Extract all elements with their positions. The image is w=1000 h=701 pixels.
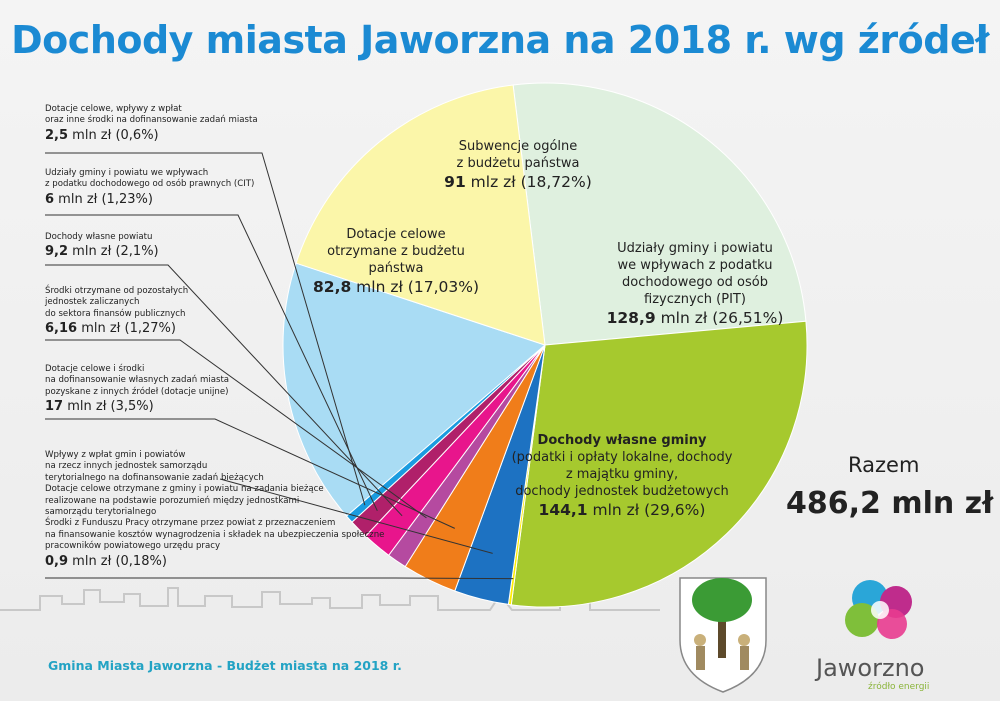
callout-powiat-line1: Dochody własne powiatu	[45, 232, 153, 242]
slice-value-wlasne: 144,1	[538, 501, 588, 519]
leader-line-unijne	[45, 418, 455, 529]
callout-unijne-line3: pozyskane z innych źródeł (dotacje unijn…	[45, 386, 229, 397]
callout-jst-line6: samorządu terytorialnego	[45, 507, 157, 518]
slice-label-pit-line2: we wpływach z podatku	[617, 258, 773, 273]
callout-cit: Udziały gminy i powiatu we wpływach z po…	[45, 168, 254, 208]
slice-value-subwencje-unit: mlz zł (18,72%)	[465, 173, 592, 191]
leader-line-sektor	[45, 339, 427, 519]
brand-tagline: źródło energii	[868, 682, 930, 692]
slice-value-dotacje: 82,8	[313, 278, 352, 296]
callout-jst-line3: terytorialnego na dofinansowanie zadań b…	[45, 472, 264, 483]
callout-cit-line2: z podatku dochodowego od osób prawnych (…	[45, 179, 255, 190]
callout-sektor-value: 6,16	[45, 321, 78, 337]
callout-unijne-line1: Dotacje celowe i środki	[45, 364, 145, 374]
slice-label-dotacje-line3: państwa	[368, 261, 424, 276]
slice-value-pit: 128,9	[606, 309, 656, 327]
callout-jst-line1: Wpływy z wpłat gmin i powiatów	[45, 450, 186, 460]
pie-slice-wlasne_gminy	[510, 320, 808, 608]
callout-inne-unit: mln zł (0,6%)	[68, 127, 159, 143]
slice-label-dotacje: Dotacje celowe otrzymane z budżetu państ…	[296, 226, 496, 297]
pie-slice-dotacje_celowe	[282, 262, 546, 517]
slice-label-dotacje-line1: Dotacje celowe	[346, 227, 446, 242]
callout-cit-value: 6	[45, 191, 55, 207]
callout-cit-unit: mln zł (1,23%)	[54, 191, 153, 207]
slice-label-wlasne-line3: dochody jednostek budżetowych	[515, 484, 729, 499]
slice-value-wlasne-unit: mln zł (29,6%)	[587, 501, 706, 519]
slice-label-pit: Udziały gminy i powiatu we wpływach z po…	[580, 240, 810, 328]
callout-sektor-line3: do sektora finansów publicznych	[45, 308, 186, 319]
slice-label-wlasne-line1: (podatki i opłaty lokalne, dochody	[511, 450, 733, 465]
callout-inne-line1: Dotacje celowe, wpływy z wpłat	[45, 104, 182, 114]
slice-value-dotacje-unit: mln zł (17,03%)	[351, 278, 479, 296]
callout-jst-line2: na rzecz innych jednostek samorządu	[45, 461, 208, 472]
callout-unijne-value: 17	[45, 399, 64, 415]
skyline-outline	[0, 587, 660, 611]
total-label: Razem	[848, 453, 920, 477]
callout-inne-value: 2,5	[45, 127, 69, 143]
pie-slice-pit	[512, 82, 807, 346]
leader-line-inne	[45, 152, 366, 506]
callout-unijne-unit: mln zł (3,5%)	[63, 399, 154, 415]
slice-label-wlasne-line2: z majątku gminy,	[565, 467, 679, 482]
pie-slice-subwencje	[295, 84, 546, 346]
callout-inne: Dotacje celowe, wpływy z wpłat oraz inne…	[45, 104, 258, 144]
callout-cit-line1: Udziały gminy i powiatu we wpływach	[45, 168, 209, 178]
slice-label-pit-line1: Udziały gminy i powiatu	[617, 241, 773, 256]
callout-sektor-unit: mln zł (1,27%)	[77, 321, 176, 337]
footer-caption: Gmina Miasta Jaworzna - Budżet miasta na…	[48, 658, 402, 673]
pie	[282, 82, 808, 608]
coat-of-arms	[679, 577, 767, 693]
slice-label-subwencje-line1: Subwencje ogólne	[458, 139, 578, 154]
callout-sektor: Środki otrzymane od pozostałych jednoste…	[45, 286, 188, 337]
callout-unijne-line2: na dofinansowanie własnych zadań miasta	[45, 375, 230, 386]
slice-label-pit-line4: fizycznych (PIT)	[644, 292, 746, 307]
callout-powiat: Dochody własne powiatu 9,2 mln zł (2,1%)	[45, 232, 159, 260]
leader-line-powiat	[45, 264, 403, 517]
callout-jst-line8: na finansowanie kosztów wynagrodzenia i …	[45, 529, 385, 540]
slice-value-pit-unit: mln zł (26,51%)	[655, 309, 784, 327]
label-leader-lines	[45, 152, 514, 580]
callout-jst-line9: pracowników powiatowego urzędu pracy	[45, 541, 221, 552]
slice-label-wlasne-heading: Dochody własne gminy	[537, 433, 707, 448]
callout-powiat-value: 9,2	[45, 244, 69, 260]
slice-label-wlasne-gminy: Dochody własne gminy (podatki i opłaty l…	[492, 432, 752, 520]
leader-line-jst	[45, 577, 514, 580]
slice-value-subwencje: 91	[444, 173, 466, 191]
callout-jst-value: 0,9	[45, 553, 69, 569]
leader-line-cit	[45, 214, 378, 512]
callout-jst-line7: Środki z Funduszu Pracy otrzymane przez …	[45, 518, 336, 529]
slice-label-subwencje: Subwencje ogólne z budżetu państwa 91 ml…	[428, 138, 608, 192]
callout-jst-unit: mln zł (0,18%)	[68, 553, 167, 569]
jaworzno-logo-icon	[845, 580, 912, 639]
callout-jst: Wpływy z wpłat gmin i powiatów na rzecz …	[45, 450, 384, 570]
brand-name: Jaworzno	[816, 654, 925, 682]
callout-unijne: Dotacje celowe i środki na dofinansowani…	[45, 364, 229, 415]
callout-sektor-line1: Środki otrzymane od pozostałych	[45, 286, 189, 296]
chart-title: Dochody miasta Jaworzna na 2018 r. wg źr…	[11, 18, 989, 62]
slice-label-dotacje-line2: otrzymane z budżetu	[327, 244, 465, 259]
callout-sektor-line2: jednostek zaliczanych	[45, 297, 140, 308]
callout-jst-line5: realizowane na podstawie porozumień międ…	[45, 495, 300, 506]
callout-inne-line2: oraz inne środki na dofinansowanie zadań…	[45, 115, 258, 126]
callout-jst-line4: Dotacje celowe otrzymane z gminy i powia…	[45, 484, 324, 495]
slice-label-pit-line3: dochodowego od osób	[622, 275, 768, 290]
leader-line-fundusz	[219, 478, 493, 554]
callout-powiat-unit: mln zł (2,1%)	[68, 244, 159, 260]
total-value: 486,2 mln zł	[786, 486, 994, 521]
slice-label-subwencje-line2: z budżetu państwa	[456, 156, 580, 171]
